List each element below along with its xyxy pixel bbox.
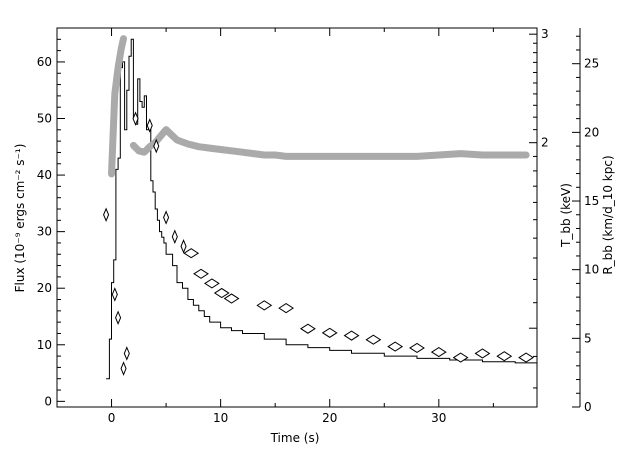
rbb-diamond-point [193, 268, 209, 279]
rbb-diamond-point [223, 293, 240, 304]
rbb-diamond-point [103, 207, 110, 223]
rbb-diamond-point [132, 111, 139, 126]
flux-step-line [106, 38, 538, 380]
rbb-diamond-point [123, 346, 130, 361]
rbb-diamond-point [496, 351, 513, 362]
tbb-tick-label: 2 [541, 136, 549, 150]
y-left-tick-label: 40 [37, 168, 52, 182]
y-axis-label-tbb: T_bb (keV) [559, 183, 573, 248]
rbb-diamond-point [299, 323, 316, 334]
rbb-diamond-point [146, 118, 153, 133]
rbb-diamond-point [213, 287, 230, 299]
x-tick-label: 30 [431, 411, 446, 425]
rbb-diamond-point [115, 310, 122, 326]
plot-data [103, 35, 538, 380]
rbb-diamond-point [180, 239, 187, 254]
x-tick-label: 20 [322, 411, 337, 425]
y-left-tick-label: 0 [44, 394, 52, 408]
rbb-tick-label: 15 [584, 194, 599, 208]
rbb-tick-label: 10 [584, 263, 599, 277]
rbb-diamond-point [256, 300, 273, 311]
rbb-diamond-point [120, 361, 127, 376]
rbb-diamond-point [365, 334, 382, 345]
plot-frame [56, 27, 581, 408]
rbb-diamond-point [409, 342, 425, 354]
rbb-diamond-point [163, 210, 170, 225]
rbb-diamond-point [183, 248, 200, 259]
x-tick-label: 10 [213, 411, 228, 425]
rbb-diamond-point [430, 346, 447, 358]
x-tick-label: 0 [108, 411, 116, 425]
rbb-diamond-point [278, 303, 295, 314]
rbb-diamond-point [321, 327, 338, 338]
y-left-tick-label: 20 [37, 281, 52, 295]
y-left-tick-label: 30 [37, 225, 52, 239]
x-axis-label: Time (s) [270, 431, 320, 445]
rbb-diamond-point [171, 229, 178, 245]
tbb-band-1 [108, 35, 127, 178]
rbb-diamond-point [203, 278, 220, 289]
y-left-tick-label: 50 [37, 112, 52, 126]
rbb-tick-label: 20 [584, 125, 599, 139]
rbb-diamond-point [452, 352, 469, 363]
rbb-diamond-point [474, 348, 491, 359]
rbb-diamond-point [111, 287, 118, 302]
plot-border [56, 27, 538, 408]
rbb-tick-label: 5 [584, 331, 592, 345]
y-left-tick-label: 60 [37, 55, 52, 69]
rbb-diamond-point [387, 341, 404, 352]
tbb-band-2 [129, 126, 530, 160]
y-left-tick-label: 10 [37, 338, 52, 352]
y-axis-label-left: Flux (10⁻⁹ ergs cm⁻² s⁻¹) [13, 144, 27, 293]
rbb-diamond-point [343, 330, 360, 341]
y-axis-label-rbb: R_bb (km/d_10 kpc) [601, 155, 615, 274]
tbb-tick-label: 3 [541, 27, 549, 41]
rbb-tick-label: 0 [584, 400, 592, 414]
rbb-diamond-point [518, 352, 535, 363]
rbb-diamond-point [153, 138, 160, 154]
rbb-tick-label: 25 [584, 57, 599, 71]
